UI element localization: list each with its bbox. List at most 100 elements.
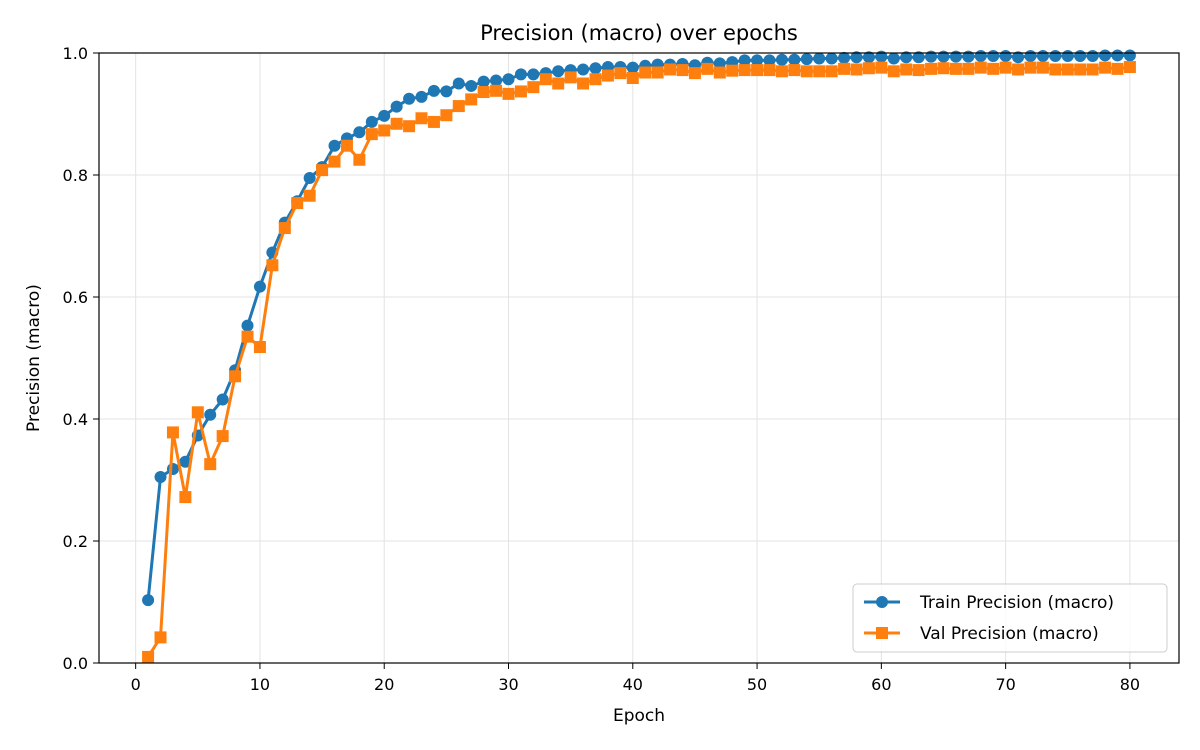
val-point bbox=[626, 72, 639, 85]
train-point bbox=[713, 57, 726, 70]
val-point bbox=[179, 491, 192, 504]
train-point bbox=[465, 79, 478, 92]
val-point bbox=[614, 67, 627, 80]
legend-train-marker bbox=[876, 596, 888, 608]
val-point bbox=[291, 197, 304, 210]
train-point bbox=[1061, 50, 1074, 63]
val-point bbox=[191, 406, 204, 419]
val-point bbox=[253, 341, 266, 354]
train-point bbox=[1111, 49, 1124, 62]
x-tick-label: 80 bbox=[1120, 675, 1140, 694]
train-point bbox=[1123, 49, 1136, 62]
x-tick-label: 20 bbox=[374, 675, 394, 694]
train-point bbox=[154, 470, 167, 483]
val-series bbox=[142, 61, 1136, 663]
val-point bbox=[477, 86, 490, 99]
train-point bbox=[490, 74, 503, 87]
plot-frame bbox=[98, 52, 1180, 664]
val-point bbox=[887, 65, 900, 78]
train-point bbox=[788, 53, 801, 66]
train-point bbox=[378, 109, 391, 122]
x-tick-label: 70 bbox=[995, 675, 1015, 694]
val-point bbox=[564, 71, 577, 84]
val-point bbox=[403, 120, 416, 133]
y-axis-ticks: 0.0 0.2 0.4 0.6 0.8 1.0 bbox=[63, 44, 99, 673]
train-point bbox=[577, 63, 590, 76]
train-point bbox=[502, 73, 515, 86]
val-point bbox=[912, 64, 925, 77]
x-axis-ticks: 0 10 20 30 40 50 60 70 80 bbox=[131, 663, 1140, 694]
val-point bbox=[278, 222, 291, 235]
y-tick-label: 0.4 bbox=[63, 410, 88, 429]
train-point bbox=[552, 65, 565, 78]
val-point bbox=[1074, 63, 1087, 76]
train-point bbox=[403, 92, 416, 105]
val-point bbox=[303, 189, 316, 202]
legend: Train Precision (macro) Val Precision (m… bbox=[852, 583, 1168, 653]
val-point bbox=[340, 139, 353, 152]
train-point bbox=[1049, 50, 1062, 63]
train-point bbox=[179, 455, 192, 468]
x-tick-label: 60 bbox=[871, 675, 891, 694]
val-point bbox=[937, 62, 950, 75]
val-point bbox=[154, 631, 167, 644]
train-point bbox=[241, 319, 254, 332]
train-point bbox=[800, 53, 813, 66]
val-point bbox=[1086, 63, 1099, 76]
val-point bbox=[1012, 63, 1025, 76]
val-point bbox=[1123, 61, 1136, 74]
val-point bbox=[900, 63, 913, 76]
train-point bbox=[1086, 50, 1099, 63]
val-point bbox=[328, 155, 341, 168]
train-point bbox=[937, 50, 950, 63]
val-point bbox=[552, 77, 565, 90]
x-axis-label: Epoch bbox=[613, 706, 665, 726]
train-point bbox=[440, 85, 453, 98]
y-axis-label: Precision (macro) bbox=[24, 284, 44, 432]
val-point bbox=[465, 93, 478, 106]
train-point bbox=[365, 115, 378, 128]
val-point bbox=[1099, 61, 1112, 74]
train-point bbox=[887, 52, 900, 65]
x-tick-label: 10 bbox=[250, 675, 270, 694]
val-point bbox=[1061, 63, 1074, 76]
y-tick-label: 0.2 bbox=[63, 532, 88, 551]
val-point bbox=[539, 73, 552, 86]
train-point bbox=[166, 463, 179, 476]
train-point bbox=[589, 62, 602, 75]
val-point bbox=[166, 426, 179, 439]
val-point bbox=[862, 62, 875, 75]
train-point bbox=[949, 50, 962, 63]
legend-train-label: Train Precision (macro) bbox=[919, 593, 1114, 613]
train-point bbox=[987, 50, 1000, 63]
val-point bbox=[688, 67, 701, 80]
val-point bbox=[266, 259, 279, 272]
train-point bbox=[427, 84, 440, 97]
val-point bbox=[738, 64, 751, 77]
val-point bbox=[1024, 61, 1037, 74]
train-point bbox=[962, 50, 975, 63]
train-point bbox=[216, 393, 229, 406]
train-point bbox=[875, 50, 888, 63]
val-point bbox=[664, 63, 677, 76]
train-point bbox=[900, 51, 913, 64]
val-point bbox=[204, 458, 217, 471]
x-tick-label: 40 bbox=[623, 675, 643, 694]
y-tick-label: 1.0 bbox=[63, 44, 88, 63]
train-point bbox=[415, 90, 428, 103]
train-point bbox=[626, 61, 639, 74]
val-point bbox=[514, 85, 527, 98]
legend-box bbox=[852, 583, 1168, 653]
train-point bbox=[1036, 50, 1049, 63]
train-point bbox=[850, 51, 863, 64]
train-point bbox=[204, 408, 217, 421]
val-point bbox=[440, 109, 453, 122]
train-point bbox=[142, 594, 155, 607]
val-point bbox=[353, 153, 366, 166]
train-point bbox=[825, 52, 838, 65]
val-point bbox=[800, 65, 813, 78]
val-point bbox=[490, 84, 503, 97]
val-point bbox=[763, 64, 776, 77]
train-point bbox=[514, 68, 527, 81]
train-point bbox=[751, 54, 764, 67]
